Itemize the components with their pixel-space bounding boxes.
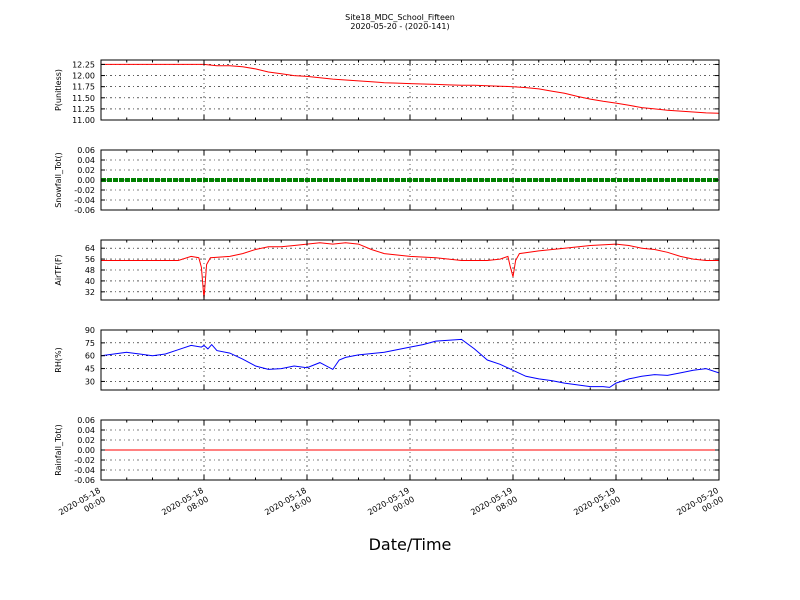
y-tick-label: 0.06 (77, 146, 95, 155)
y-tick-label: 0.02 (77, 166, 95, 175)
y-tick-label: 48 (85, 266, 95, 275)
plot-frame (100, 419, 720, 481)
plot-frame (100, 59, 720, 121)
y-tick-label: 45 (85, 365, 95, 374)
y-tick-label: 90 (85, 326, 95, 335)
y-axis-label: P(unitless) (54, 69, 63, 111)
plot-frame (100, 329, 720, 391)
y-tick-label: -0.06 (74, 476, 95, 485)
y-tick-label: 32 (85, 288, 95, 297)
y-tick-label: 75 (85, 339, 95, 348)
y-tick-label: 0.06 (77, 416, 95, 425)
panel-2: -0.06-0.04-0.020.000.020.040.06 Snowfall_… (54, 146, 720, 215)
plot-frame (100, 239, 720, 301)
y-tick-label: -0.02 (74, 456, 95, 465)
y-tick-label: 12.25 (72, 60, 95, 69)
y-axis-label: AirTF(F) (54, 254, 63, 285)
chart-subtitle: 2020-05-20 - (2020-141) (350, 22, 449, 31)
series-line-1-1 (101, 63, 719, 114)
y-tick-label: 30 (85, 377, 95, 386)
y-tick-label: -0.02 (74, 186, 95, 195)
y-axis-label: Rainfall_Tot() (54, 424, 63, 476)
y-tick-label: 11.25 (72, 105, 95, 114)
y-tick-label: 0.04 (77, 426, 95, 435)
y-tick-label: 56 (85, 255, 95, 264)
y-tick-label: 11.00 (72, 116, 95, 125)
series-line-4-1 (101, 338, 719, 388)
y-tick-label: 0.00 (77, 176, 95, 185)
y-tick-label: 11.50 (72, 94, 95, 103)
y-tick-label: 60 (85, 352, 95, 361)
y-tick-label: 12.00 (72, 72, 95, 81)
y-tick-label: 0.04 (77, 156, 95, 165)
y-tick-label: 40 (85, 277, 95, 286)
y-tick-label: -0.06 (74, 206, 95, 215)
panels: 11.00 11.25 11.50 11.75 12.00 12.25 P(unitless… (54, 59, 720, 485)
series-line-3-1 (101, 242, 719, 299)
chart-title: Site18_MDC_School_Fifteen (345, 13, 455, 22)
panel-4: 30 45 60 75 90 RH(%) (54, 326, 720, 391)
plot-frame (100, 149, 720, 211)
y-tick-label: 0.02 (77, 436, 95, 445)
y-tick-label: -0.04 (74, 466, 95, 475)
y-tick-label: 11.75 (72, 83, 95, 92)
panel-1: 11.00 11.25 11.50 11.75 12.00 12.25 P(unitless… (54, 59, 720, 125)
y-axis-label: Snowfall_Tot() (54, 152, 63, 208)
x-axis-label: Date/Time (369, 535, 452, 554)
y-tick-label: 0.00 (77, 446, 95, 455)
y-tick-label: -0.04 (74, 196, 95, 205)
y-axis-label: RH(%) (54, 347, 63, 372)
y-tick-label: 64 (85, 244, 95, 253)
panel-3: 32 40 48 56 64 AirTF(F) (54, 239, 720, 301)
panel-5: -0.06-0.04-0.020.000.020.040.06 Rainfall_… (54, 416, 720, 485)
